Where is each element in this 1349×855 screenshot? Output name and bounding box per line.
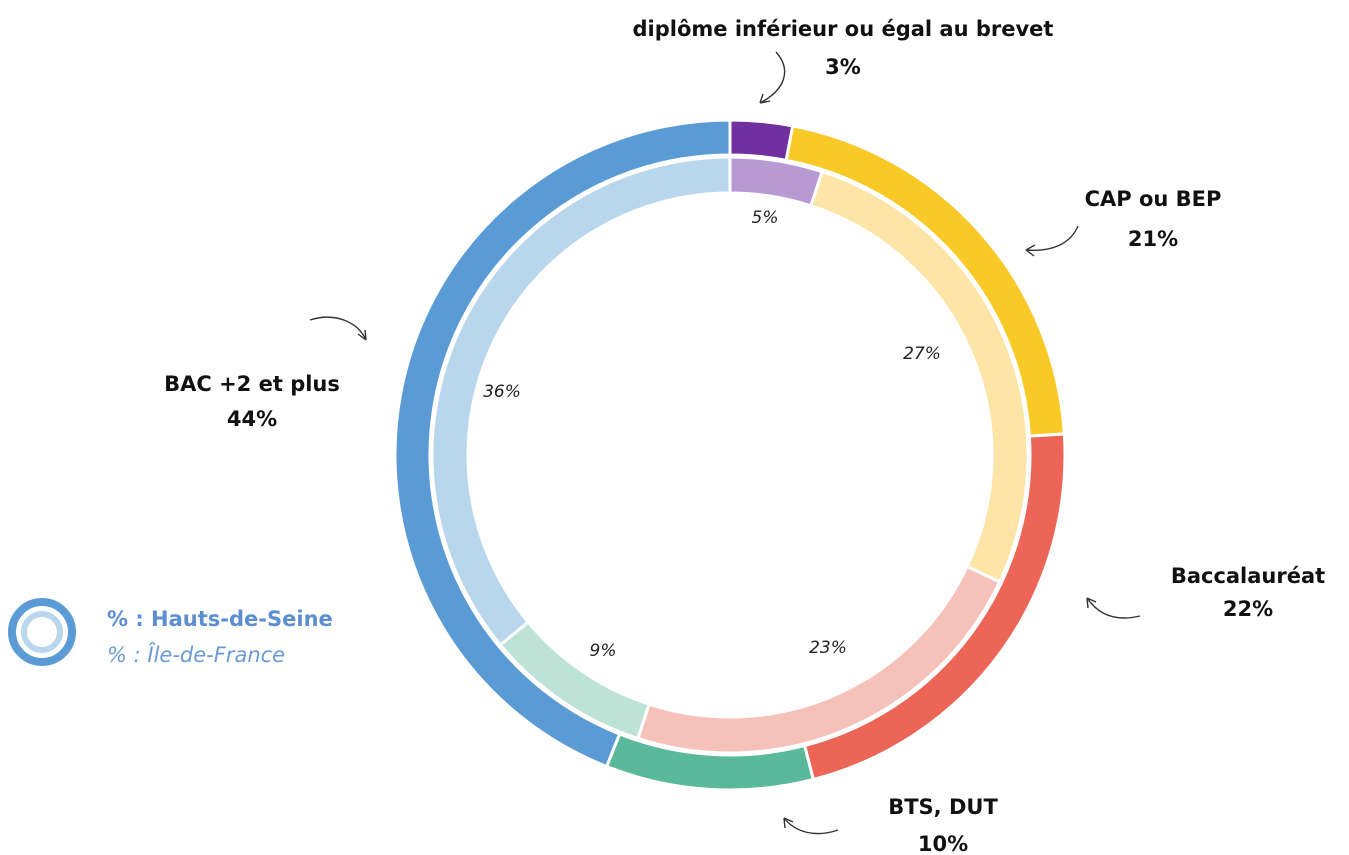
category-label: diplôme inférieur ou égal au brevet <box>633 17 1054 41</box>
legend-icon-outer <box>8 598 76 666</box>
donut-segment <box>728 118 795 163</box>
legend-label: % : Île-de-France <box>107 642 285 667</box>
category-label: Baccalauréat <box>1171 564 1325 588</box>
arrows <box>309 51 1141 835</box>
data-label: 22% <box>1223 597 1273 621</box>
category-label: BAC +2 et plus <box>164 372 340 396</box>
data-label: 36% <box>483 382 521 402</box>
donut-segment <box>636 564 1002 755</box>
donut-segment <box>809 169 1030 584</box>
category-label: BTS, DUT <box>888 795 998 819</box>
donut-segment <box>430 155 732 648</box>
category-label: CAP ou BEP <box>1085 187 1222 211</box>
legend-label: % : Hauts-de-Seine <box>107 607 333 631</box>
donut-segment <box>393 118 732 769</box>
arrow <box>759 51 786 104</box>
arrow <box>309 316 367 341</box>
data-label: 9% <box>590 641 617 661</box>
legend-icon-inner <box>21 611 63 653</box>
arrow <box>783 817 839 835</box>
data-label: 10% <box>918 832 968 855</box>
arrow <box>1086 597 1141 619</box>
data-label: 5% <box>752 208 779 228</box>
data-label: 21% <box>1128 227 1178 251</box>
arrow <box>1025 225 1079 257</box>
data-label: 23% <box>809 638 847 658</box>
data-label: 3% <box>825 55 861 79</box>
data-label: 27% <box>903 344 941 364</box>
legend: % : Hauts-de-Seine % : Île-de-France <box>8 598 333 667</box>
data-label: 44% <box>227 407 277 431</box>
